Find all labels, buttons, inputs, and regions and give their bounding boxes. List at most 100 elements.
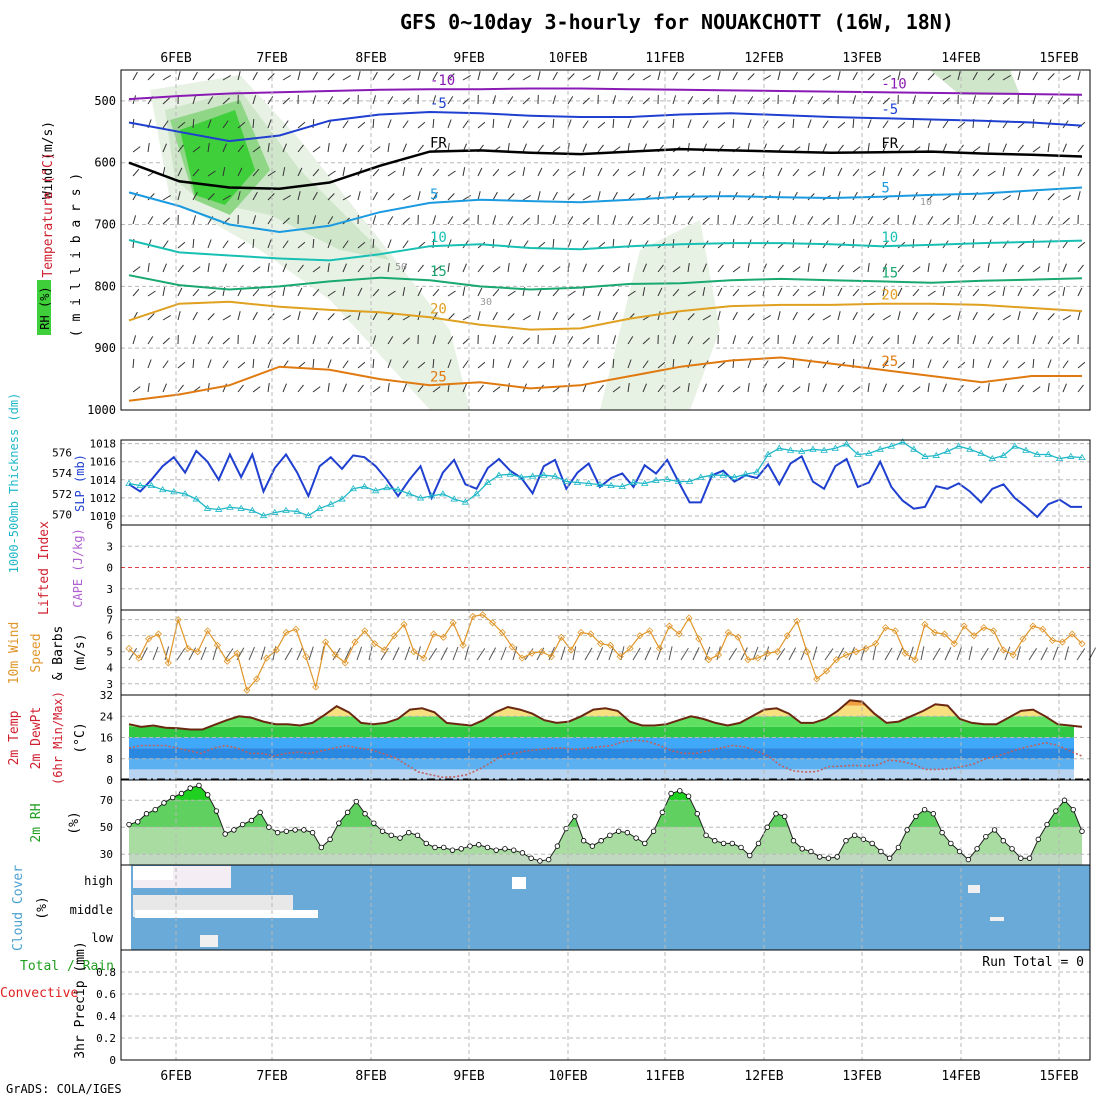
thickness-point <box>741 470 750 477</box>
wind-speed-point <box>449 619 457 627</box>
wind-barb <box>927 119 932 129</box>
rh-point <box>808 848 814 855</box>
wind-barb <box>642 167 646 177</box>
wind-barb <box>282 143 287 153</box>
wind-speed-point <box>538 648 546 656</box>
wind-barb <box>342 240 349 249</box>
wind-barb <box>147 143 150 153</box>
rh-point <box>266 824 272 830</box>
rh-point <box>467 843 473 849</box>
wind-barb <box>788 647 797 661</box>
wind-barb <box>162 383 167 393</box>
wind-barb <box>417 121 426 129</box>
rh-point <box>406 829 412 836</box>
wind-speed-point <box>577 628 585 637</box>
wind-barb <box>747 263 750 273</box>
wind-barb <box>957 311 961 321</box>
wind-barb <box>147 193 155 201</box>
wind-barb <box>147 73 155 81</box>
cloud-patch <box>512 877 526 889</box>
wind-barb <box>522 143 527 153</box>
wind-barb <box>642 383 647 393</box>
slp-tick-label: 1016 <box>90 456 117 469</box>
temp-tick-label: 16 <box>100 732 113 745</box>
wind-barb <box>702 314 711 321</box>
wind-speed-point <box>1019 635 1027 643</box>
wind-barb <box>980 647 989 661</box>
wind-speed-point <box>164 659 172 667</box>
wind-speed-point <box>901 649 909 657</box>
wind-barb <box>252 311 258 321</box>
rh-point <box>239 821 246 828</box>
wind-barb <box>942 74 951 81</box>
thickness-point <box>910 445 918 452</box>
wind-barb <box>537 71 541 81</box>
wind-barb <box>332 647 341 661</box>
rh-point <box>283 828 290 834</box>
wind-barb <box>267 239 272 249</box>
wind-barb <box>417 287 423 297</box>
wind-barb <box>852 168 860 177</box>
rh-point <box>257 809 263 816</box>
cloud-row-label: high <box>84 874 113 888</box>
pressure-tick-label: 600 <box>94 156 116 170</box>
rh-point <box>939 829 945 836</box>
wind-barb <box>237 144 244 153</box>
wind-barb <box>717 121 726 129</box>
wind-barb <box>222 263 227 273</box>
isotherm-label: 15 <box>430 264 447 280</box>
wind-barb <box>507 359 512 369</box>
isotherm-label: -10 <box>430 73 455 89</box>
wind-barb <box>428 648 438 661</box>
li-tick-label: 3 <box>106 540 113 553</box>
wind-barb <box>612 386 621 393</box>
rh-contour-label: 50 <box>395 262 407 273</box>
wind-speed-point <box>213 641 221 649</box>
rh-point <box>353 798 360 805</box>
wind-barb <box>1062 287 1066 297</box>
wind-barb <box>612 146 621 153</box>
precip-tick-label: 0.6 <box>96 988 116 1001</box>
x-tick-label-top: 7FEB <box>256 51 287 66</box>
wind-barb <box>822 167 826 177</box>
thickness-point <box>383 483 391 491</box>
rh-point <box>476 842 482 848</box>
wind-barb <box>162 360 169 369</box>
wind-barb <box>432 95 437 105</box>
rh-point <box>615 828 622 834</box>
wind-barb <box>1077 264 1084 273</box>
wind-tick-label: 5 <box>106 646 113 659</box>
thickness-point <box>764 450 772 457</box>
wind-barb <box>897 311 901 321</box>
wind-barb <box>492 118 495 129</box>
wind-barb <box>1032 191 1038 201</box>
rh-point <box>598 838 604 844</box>
wind-barb <box>222 194 231 201</box>
temp-color-band <box>129 726 1074 738</box>
wind-speed-point <box>783 632 791 640</box>
wind-barb <box>702 263 707 273</box>
wind-barb <box>1047 193 1055 201</box>
wind-speed-point <box>881 624 890 632</box>
wind-barb <box>282 240 289 249</box>
wind-barb <box>792 118 795 129</box>
wind-barb <box>777 71 781 81</box>
wind-barb <box>177 191 181 201</box>
wind-barb <box>657 287 663 297</box>
wind-barb <box>492 238 495 249</box>
thickness-point <box>506 470 514 477</box>
ylabel-thickness: 1000-500mb Thickness (dm) <box>7 393 21 574</box>
wind-barb <box>432 118 435 129</box>
wind-barb <box>1062 97 1070 105</box>
precip-panel: 0 0.2 0.4 0.6 0.8 Run Total = 0 Total / Rain Co… <box>0 941 1090 1067</box>
wind-barb <box>912 311 918 321</box>
wind-barb <box>612 71 618 81</box>
wind-barb <box>657 167 663 177</box>
wind-barb <box>462 360 469 369</box>
rh-point <box>371 820 377 826</box>
wind-barb <box>597 361 606 369</box>
temp-color-band <box>129 737 1074 749</box>
wind-speed-line <box>128 614 1083 692</box>
wind-barb <box>824 648 834 661</box>
wind-barb <box>627 383 630 393</box>
